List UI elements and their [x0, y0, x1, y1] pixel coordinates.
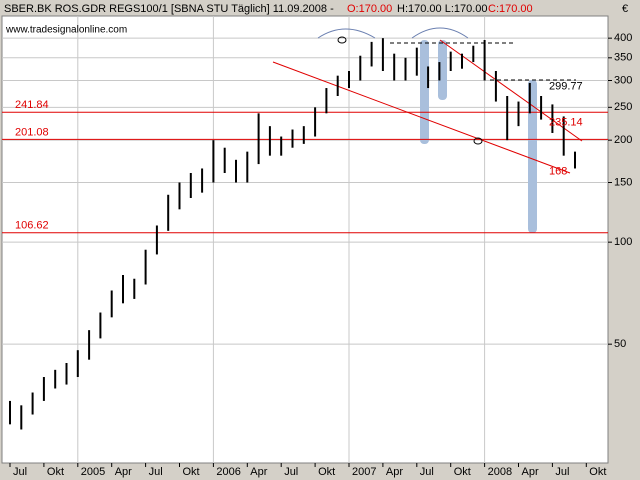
y-tick-label: 100 [614, 236, 632, 248]
x-tick-label: Apr [386, 466, 403, 478]
x-tick-label: 2005 [81, 466, 105, 478]
price-bars [9, 38, 576, 430]
x-tick-label: 2008 [488, 466, 512, 478]
x-tick-label: Jul [284, 466, 298, 478]
x-tick-label: Okt [589, 466, 606, 478]
annotation: 235.14 [549, 116, 583, 128]
x-tick-label: Okt [183, 466, 200, 478]
level-label: 106.62 [15, 220, 49, 232]
x-tick-label: 2006 [216, 466, 240, 478]
source: www.tradesignalonline.com [5, 25, 127, 36]
level-label: 201.08 [15, 126, 49, 138]
y-tick-label: 50 [614, 338, 626, 350]
annotation: 168 [549, 166, 567, 178]
x-tick-label: Okt [318, 466, 335, 478]
x-tick-label: Jul [13, 466, 27, 478]
x-tick-label: Apr [250, 466, 267, 478]
top-arc [317, 28, 376, 39]
highlight-bar [528, 80, 537, 233]
y-tick-label: 200 [614, 134, 632, 146]
currency: € [622, 3, 628, 15]
x-tick-label: Okt [454, 466, 471, 478]
axes: 50 100 150 200 250 300 350 400 Jul Okt 2005 Apr Jul O… [9, 32, 632, 478]
x-tick-label: 2007 [352, 466, 376, 478]
marker [337, 36, 347, 44]
header-open: O:170.00 [347, 3, 392, 15]
y-tick-label: 300 [614, 74, 632, 86]
x-tick-label: Jul [149, 466, 163, 478]
y-tick-label: 150 [614, 176, 632, 188]
header-symbol: SBER.BK ROS.GDR REGS100/1 [SBNA STU Tägl… [4, 3, 334, 15]
plot-area [1, 15, 609, 464]
top-arc [411, 27, 469, 39]
level-label: 241.84 [15, 99, 49, 111]
x-tick-label: Jul [555, 466, 569, 478]
highlight-bar [438, 40, 447, 100]
x-tick-label: Jul [420, 466, 434, 478]
annotation: 299.77 [549, 81, 583, 93]
y-tick-label: 250 [614, 101, 632, 113]
y-tick-label: 350 [614, 52, 632, 64]
marker [473, 137, 483, 145]
x-tick-label: Okt [47, 466, 64, 478]
x-tick-label: Apr [522, 466, 539, 478]
y-tick-label: 400 [614, 32, 632, 44]
trend-line [439, 39, 583, 142]
header-close: C:170.00 [488, 3, 533, 15]
grid [2, 16, 608, 463]
x-tick-label: Apr [115, 466, 132, 478]
trend-line [272, 61, 571, 174]
header-high-low: H:170.00 L:170.00 [397, 3, 488, 15]
highlight-bar [420, 40, 429, 144]
